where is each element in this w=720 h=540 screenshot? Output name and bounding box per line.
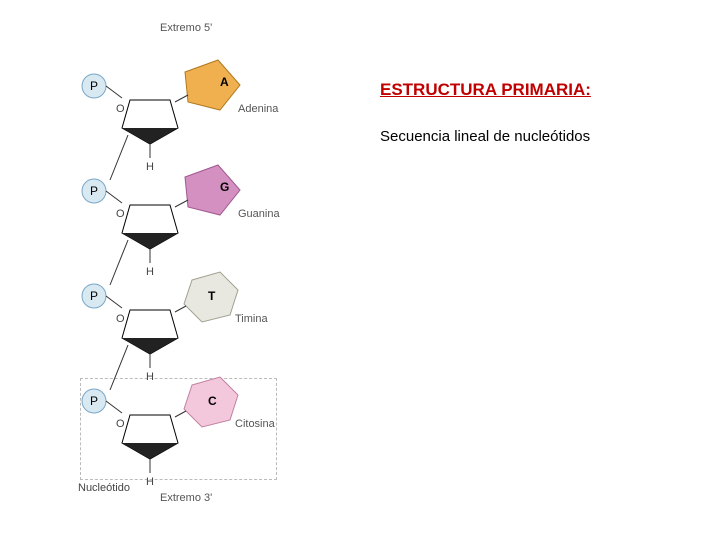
svg-text:P: P (90, 184, 98, 198)
svg-text:Timina: Timina (235, 313, 268, 325)
svg-text:P: P (90, 79, 98, 93)
svg-text:P: P (90, 394, 98, 408)
label-5prime: Extremo 5' (160, 22, 212, 34)
svg-text:Citosina: Citosina (235, 418, 276, 430)
svg-text:T: T (208, 289, 216, 303)
svg-text:O: O (116, 313, 125, 325)
title: ESTRUCTURA PRIMARIA: (380, 80, 700, 100)
svg-text:H: H (146, 476, 154, 488)
svg-text:H: H (146, 161, 154, 173)
svg-text:H: H (146, 266, 154, 278)
dna-diagram: Extremo 5' Nucleótido P O A Adenina H (80, 40, 280, 520)
svg-text:C: C (208, 394, 217, 408)
svg-text:H: H (146, 371, 154, 383)
svg-text:P: P (90, 289, 98, 303)
svg-text:O: O (116, 418, 125, 430)
text-block: ESTRUCTURA PRIMARIA: Secuencia lineal de… (380, 80, 700, 145)
diagram-svg: P O A Adenina H P O G (80, 40, 290, 510)
svg-text:O: O (116, 208, 125, 220)
svg-text:A: A (220, 75, 229, 89)
svg-text:Adenina: Adenina (238, 103, 279, 115)
svg-text:Guanina: Guanina (238, 208, 280, 220)
svg-text:O: O (116, 103, 125, 115)
label-3prime: Extremo 3' (160, 492, 212, 504)
svg-text:G: G (220, 180, 229, 194)
subtitle: Secuencia lineal de nucleótidos (380, 128, 700, 145)
